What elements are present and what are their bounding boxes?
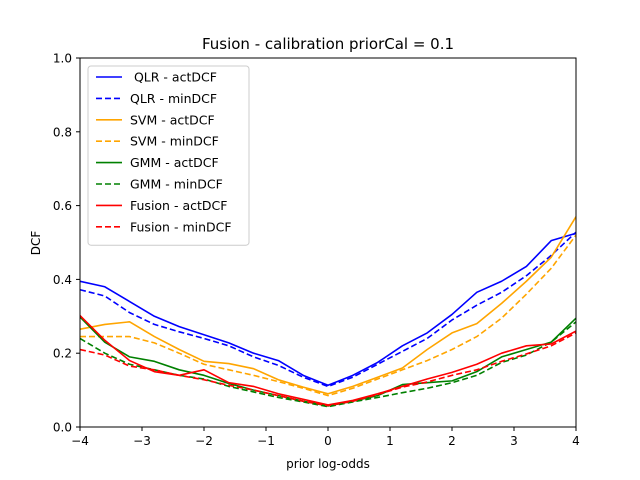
x-tick-label: 1 [386,434,394,448]
legend-entry-7: Fusion - minDCF [130,219,232,234]
series-line-0 [80,232,576,387]
y-axis-label: DCF [29,231,43,256]
x-tick-label: −1 [257,434,275,448]
series-line-1 [80,231,576,388]
x-tick-label: −4 [71,434,89,448]
legend-entry-3: SVM - minDCF [130,134,219,149]
legend-entry-2: SVM - actDCF [130,112,215,127]
x-tick-label: 4 [572,434,580,448]
legend-entry-1: QLR - minDCF [130,91,217,106]
plot-area: −4 −3 −2 −1 0 1 2 3 4 0.0 0.2 0.4 0.6 0.8 1.0 [53,52,580,449]
legend-entry-5: GMM - minDCF [130,177,223,192]
series-group [80,216,576,408]
legend: QLR - actDCF QLR - minDCF SVM - actDCF SVM … [87,65,250,246]
y-tick-label: 0.4 [53,273,72,287]
y-tick-label: 0.8 [53,125,72,139]
legend-entry-0: QLR - actDCF [130,70,217,85]
x-tick-label: −3 [133,434,151,448]
y-tick-label: 0.6 [53,199,72,213]
x-axis-label: prior log-odds [286,457,370,471]
y-tick-label: 1.0 [53,52,72,66]
series-line-2 [80,216,576,395]
x-tick-label: 3 [510,434,518,448]
chart-title: Fusion - calibration priorCal = 0.1 [202,35,454,53]
legend-entry-4: GMM - actDCF [130,155,219,170]
legend-box [87,65,250,246]
x-tick-label: −2 [195,434,213,448]
x-tick-label: 0 [324,434,332,448]
x-tick-label: 2 [448,434,456,448]
y-tick-label: 0.2 [53,347,72,361]
series-line-7 [80,332,576,407]
y-tick-label: 0.0 [53,421,72,435]
legend-entry-6: Fusion - actDCF [130,198,227,213]
series-line-3 [80,234,576,397]
